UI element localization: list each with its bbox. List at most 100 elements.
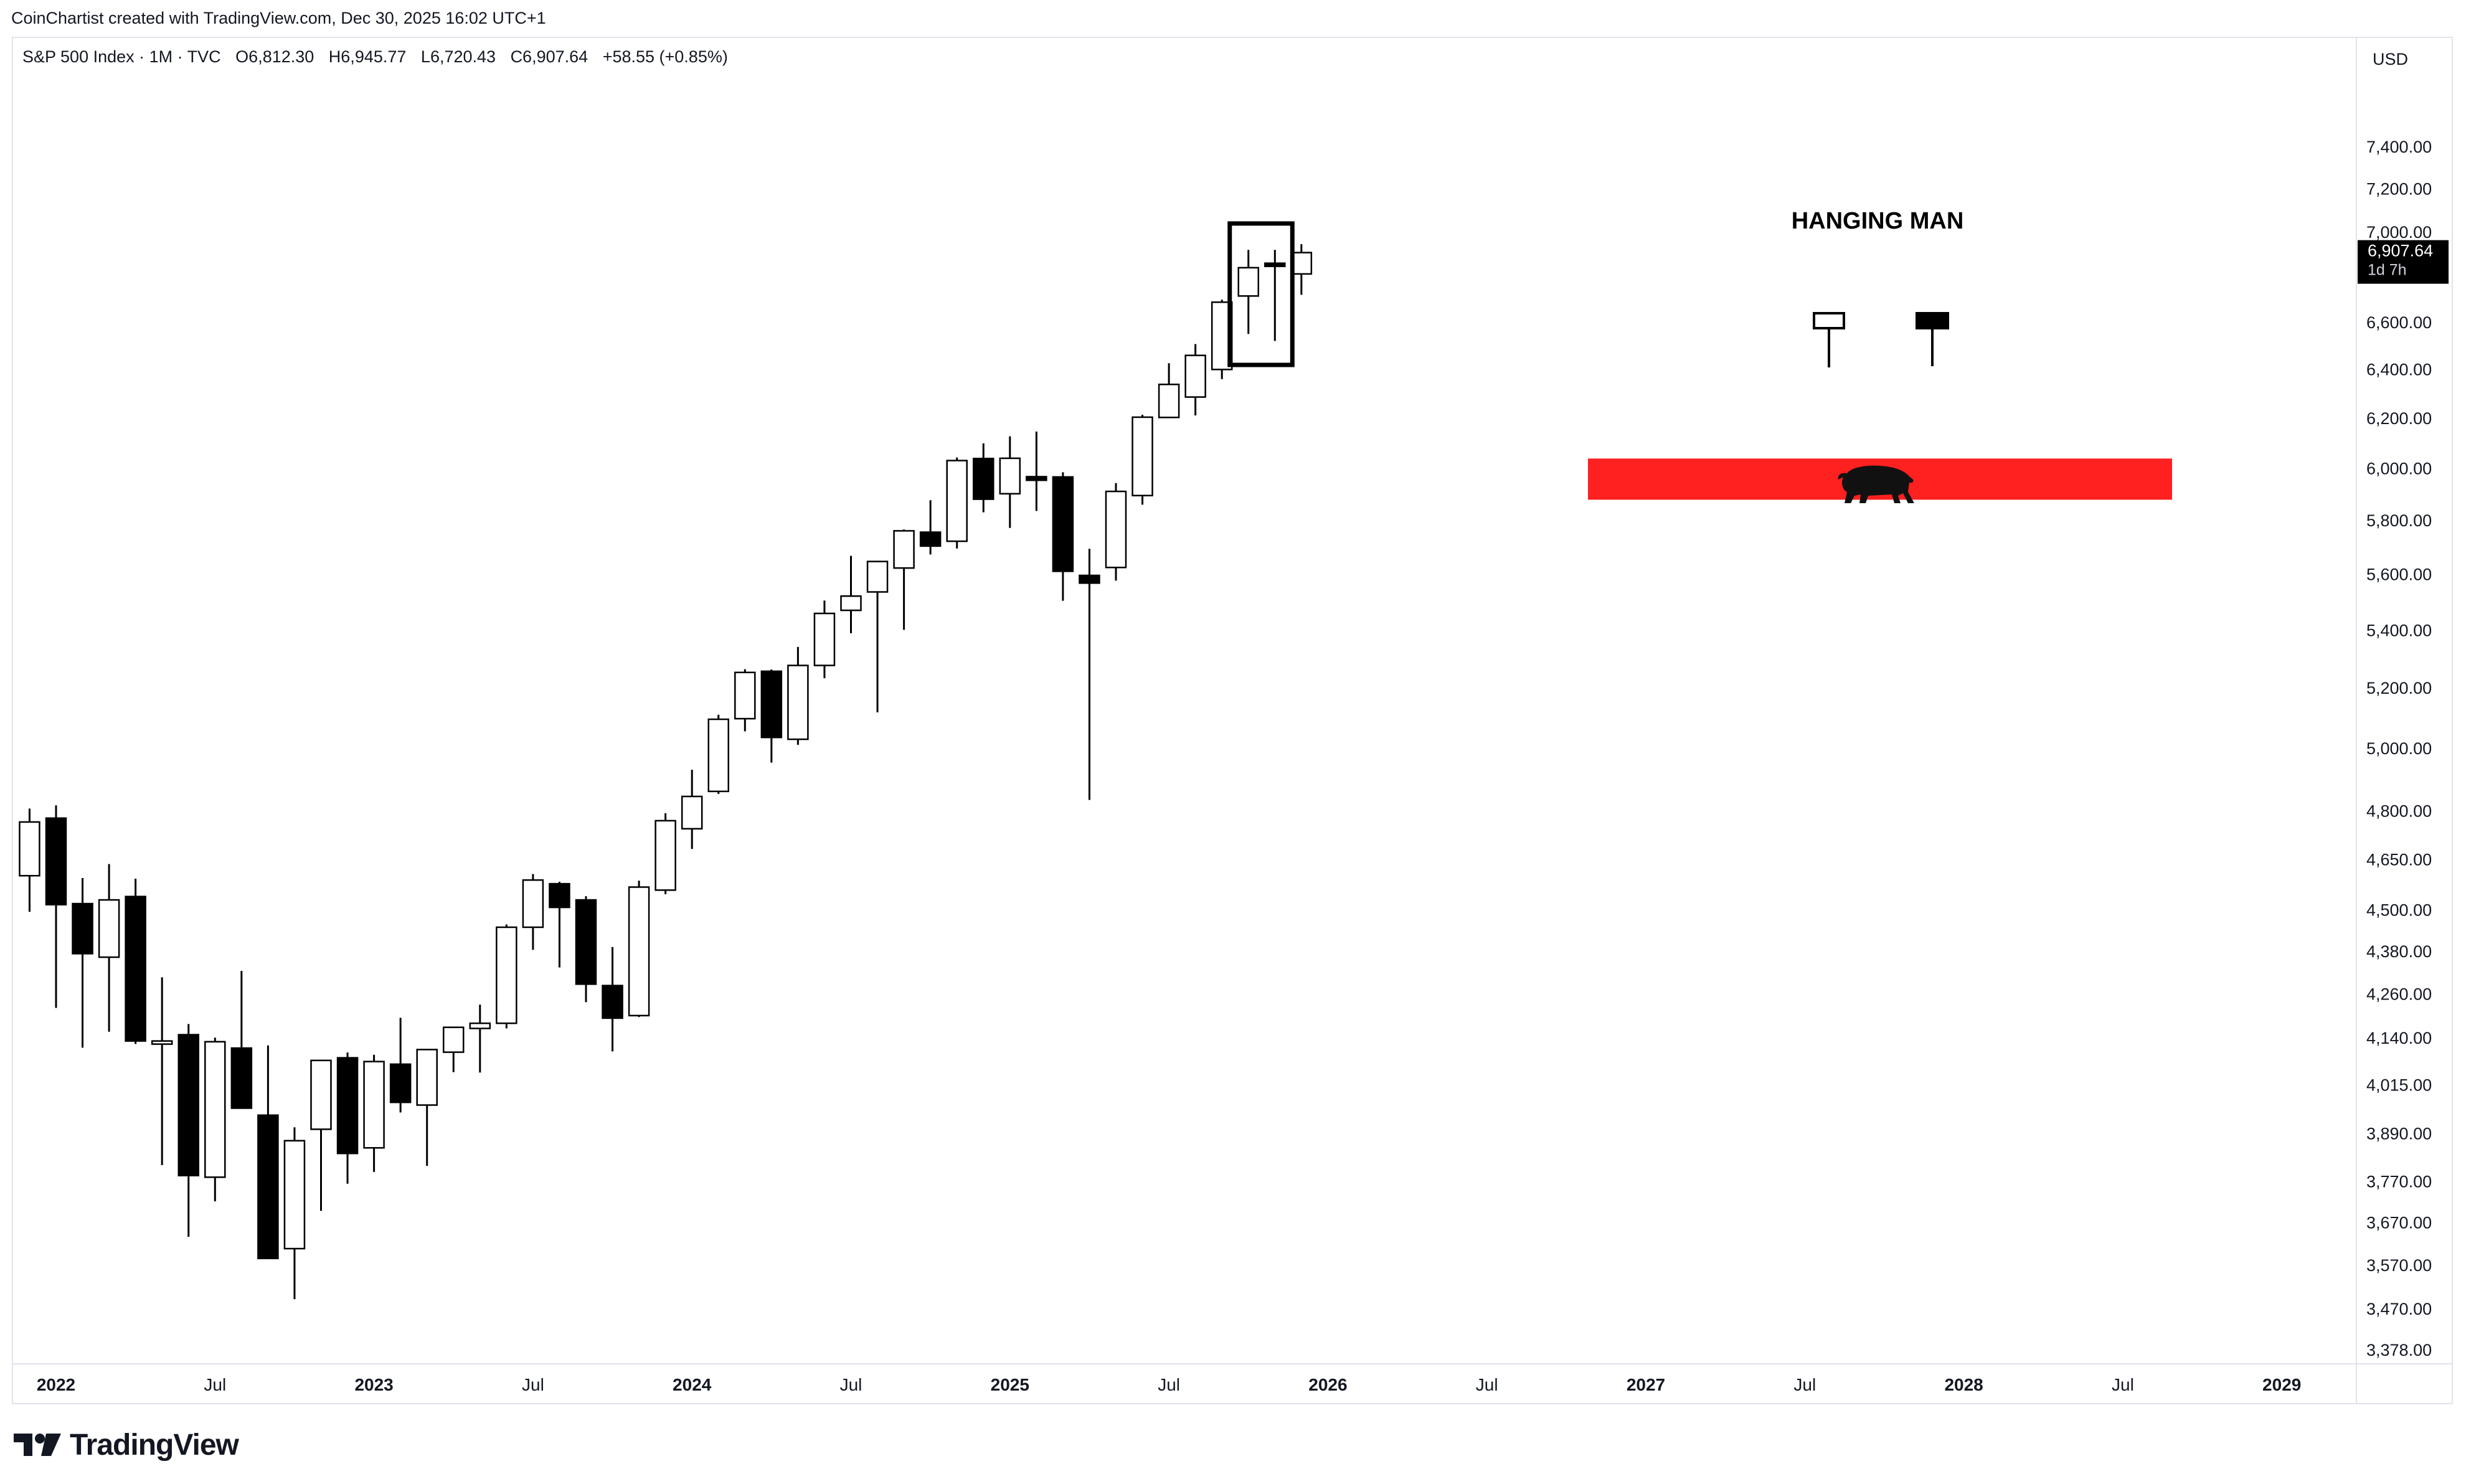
candle (734, 669, 756, 732)
candle (45, 805, 67, 1008)
candle-body (681, 795, 703, 830)
price-tick-label: 4,650.00 (2366, 851, 2432, 869)
candle-body (72, 902, 93, 955)
price-tick-label: 3,570.00 (2366, 1256, 2432, 1275)
candle (1026, 432, 1047, 511)
candle (760, 669, 783, 763)
candle (443, 1026, 465, 1072)
candle-body (549, 882, 570, 909)
bear-icon (1838, 465, 1914, 503)
candle-body (283, 1140, 306, 1250)
candle-body (1184, 354, 1206, 398)
credit-text: CoinChartist created with TradingView.co… (11, 9, 546, 27)
candle (1184, 344, 1206, 416)
price-tick-label: 3,670.00 (2366, 1214, 2432, 1232)
price-tick-label: 7,200.00 (2366, 180, 2432, 199)
svg-text:6,907.64: 6,907.64 (2368, 242, 2433, 260)
candle-body (443, 1026, 465, 1053)
price-tick-label: 6,000.00 (2366, 460, 2432, 478)
price-tick-label: 6,400.00 (2366, 361, 2432, 379)
candle (840, 555, 862, 633)
candle (973, 443, 994, 513)
price-tick-label: 6,200.00 (2366, 409, 2432, 428)
time-tick-label: 2024 (673, 1375, 712, 1394)
candle (1105, 483, 1127, 581)
candle-body (1131, 416, 1153, 497)
price-tick-label: 5,400.00 (2366, 621, 2432, 640)
candle-body (496, 926, 517, 1024)
candle-body (310, 1059, 332, 1130)
time-tick-label: Jul (840, 1375, 862, 1394)
candle (549, 881, 570, 968)
top-bar: CoinChartist created with TradingView.co… (0, 0, 2466, 40)
candle (283, 1127, 306, 1300)
candle (19, 808, 40, 912)
price-tick-label: 3,470.00 (2366, 1300, 2432, 1318)
time-tick-label: 2028 (1944, 1375, 1983, 1394)
price-tick-label: 4,500.00 (2366, 900, 2432, 919)
candle-body (522, 879, 544, 929)
close-value: C6,907.64 (510, 47, 588, 66)
candle (866, 560, 889, 712)
candle-body (787, 664, 809, 740)
hanging-man-white-icon (1813, 312, 1845, 367)
candle (230, 971, 253, 1109)
candle (72, 877, 93, 1048)
candle (151, 977, 173, 1165)
candle (654, 813, 676, 894)
candle-body (1105, 490, 1127, 569)
candle-body (946, 460, 968, 542)
candle (522, 874, 544, 950)
candle-body (654, 820, 676, 891)
time-tick-label: Jul (1476, 1375, 1498, 1394)
candle (602, 947, 623, 1052)
candle-body (813, 612, 836, 666)
price-tick-label: 7,400.00 (2366, 138, 2432, 156)
candle-body (98, 899, 120, 958)
symbol-label[interactable]: S&P 500 Index · 1M · TVC (22, 47, 221, 66)
candle-body (1026, 476, 1047, 481)
candle-body (45, 817, 67, 905)
price-tick-label: 4,015.00 (2366, 1075, 2432, 1094)
candle-body (230, 1047, 253, 1109)
open-value: O6,812.30 (235, 47, 314, 66)
time-tick-label: 2023 (354, 1375, 393, 1394)
time-tick-label: 2022 (37, 1375, 75, 1394)
candle (1237, 250, 1259, 334)
high-value: H6,945.77 (328, 47, 407, 66)
candle (469, 1004, 491, 1073)
candle-body (389, 1063, 412, 1104)
chart-frame (12, 37, 2453, 1404)
candle (681, 770, 703, 849)
time-tick-label: Jul (2112, 1375, 2134, 1394)
price-axis[interactable]: 7,400.00 7,200.00 7,000.00 6,600.00 6,400.00… (2366, 138, 2432, 1359)
candle-body (919, 531, 942, 547)
candle (707, 714, 729, 794)
candle-body (707, 718, 729, 793)
candle-body (575, 899, 597, 985)
candles (19, 244, 1313, 1300)
candle-body (177, 1034, 199, 1176)
candle-body (602, 985, 623, 1019)
candle (98, 864, 120, 1032)
time-tick-label: Jul (522, 1375, 544, 1394)
candle-body (760, 670, 783, 739)
ohlc-legend: S&P 500 Index · 1M · TVC O6,812.30 H6,94… (22, 47, 738, 67)
time-tick-label: Jul (1158, 1375, 1180, 1394)
highlight-box (1227, 221, 1295, 367)
price-tick-label: 6,600.00 (2366, 313, 2432, 332)
currency-label: USD (2373, 50, 2408, 69)
candle-body (628, 886, 650, 1017)
candle-body (893, 530, 915, 569)
tradingview-logo[interactable]: TradingView (14, 1426, 239, 1463)
time-axis[interactable]: 2022 Jul 2023 Jul 2024 Jul 2025 Jul 2026 Jul 2027 J… (37, 1375, 2301, 1394)
price-tick-label: 7,000.00 (2366, 223, 2432, 242)
low-value: L6,720.43 (420, 47, 496, 66)
candle (1052, 472, 1074, 601)
candle-body (336, 1057, 359, 1155)
hanging-man-black-icon (1916, 312, 1949, 366)
candle (628, 881, 650, 1018)
time-tick-label: Jul (204, 1375, 226, 1394)
candle (363, 1054, 385, 1172)
